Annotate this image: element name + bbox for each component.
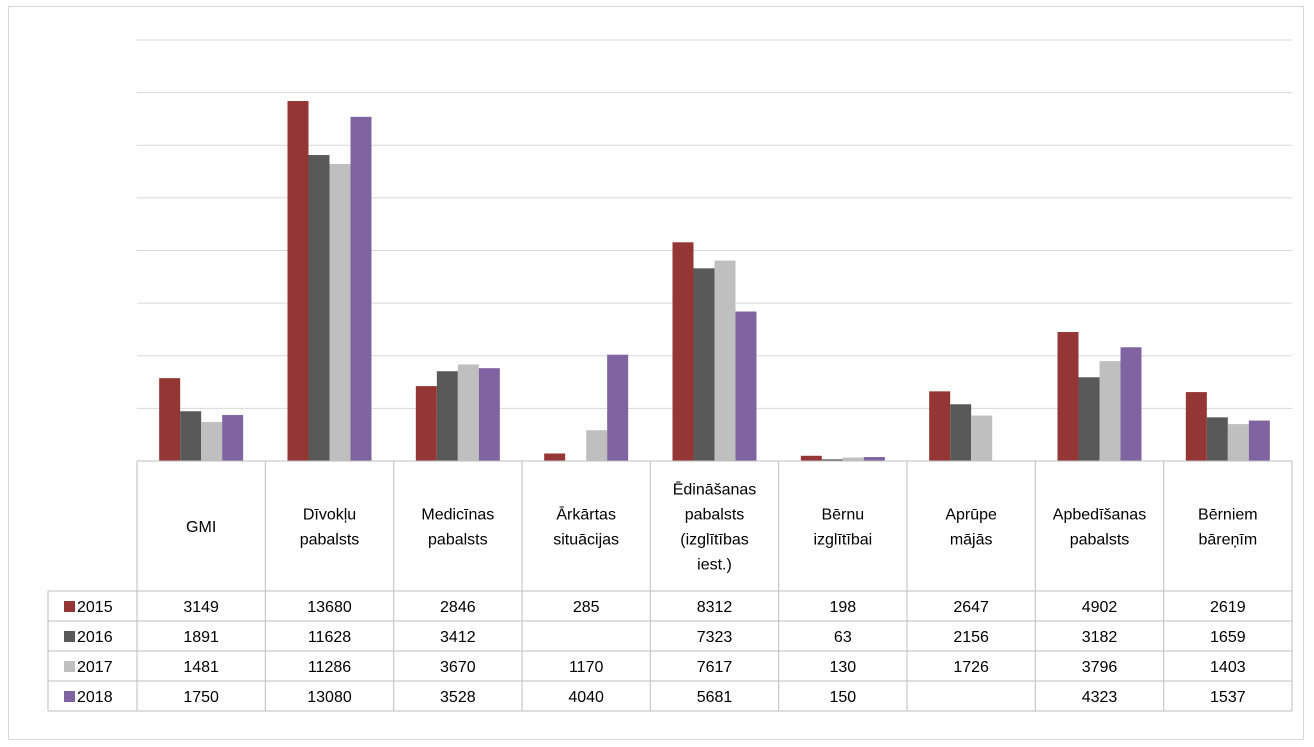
table-cell-value: 2846: [440, 599, 476, 616]
table-cell-value: 13680: [307, 599, 352, 616]
bar-2018-5: [863, 457, 885, 461]
table-cell-value: 63: [834, 629, 852, 646]
bar-2015-7: [1057, 332, 1079, 461]
bar-2016-2: [436, 371, 458, 461]
table-cell-value: 3182: [1082, 629, 1118, 646]
bar-2015-3: [544, 453, 566, 461]
table-cell-value: 11286: [308, 659, 351, 676]
bar-2016-7: [1078, 377, 1100, 461]
bar-2017-2: [457, 364, 479, 461]
table-cell-value: 150: [829, 689, 856, 706]
table-cell-value: 285: [573, 599, 600, 616]
table-cell-value: 11628: [308, 629, 351, 646]
bar-2018-8: [1248, 420, 1270, 461]
category-label: GMI: [186, 519, 216, 536]
bar-2017-1: [329, 164, 351, 462]
legend-key-2017: [64, 661, 75, 672]
bar-2015-8: [1185, 392, 1207, 461]
legend-label: 2017: [77, 659, 113, 676]
table-cell-value: 198: [829, 599, 856, 616]
bars: [159, 101, 1270, 462]
category-label: Dīvokļu pabalsts: [300, 507, 360, 549]
table-cell-value: 4902: [1082, 599, 1118, 616]
table-cell-value: 1750: [183, 689, 219, 706]
bar-2018-2: [478, 368, 500, 461]
table-cell-value: 130: [829, 659, 856, 676]
bar-2017-4: [714, 260, 736, 461]
table-cell-value: 2156: [953, 629, 989, 646]
bar-2018-1: [350, 116, 372, 462]
bar-2017-8: [1227, 424, 1249, 461]
chart-frame: [8, 6, 1304, 740]
legend-label: 2015: [77, 599, 113, 616]
bar-2017-5: [842, 457, 864, 461]
table-cell-value: 1659: [1210, 629, 1246, 646]
table-cell-value: 1537: [1210, 689, 1246, 706]
bar-2016-1: [308, 155, 330, 461]
table-cell-value: 1726: [953, 659, 989, 676]
bar-2018-3: [607, 354, 629, 461]
bar-2017-7: [1099, 361, 1121, 461]
table-cell-value: 3670: [440, 659, 476, 676]
table-cell-value: 13080: [307, 689, 352, 706]
bar-2015-5: [800, 455, 822, 461]
data-table: GMI Dīvokļu pabalsts Medicīnas pabalsts Ārkār…: [47, 460, 1293, 712]
bar-2017-6: [971, 415, 993, 461]
table-cell-value: 5681: [697, 689, 733, 706]
bar-2016-6: [950, 404, 972, 461]
legend-key-2015: [64, 601, 75, 612]
bar-2015-4: [672, 242, 694, 461]
bar-2015-2: [415, 386, 437, 461]
legend-key-2018: [64, 691, 75, 702]
category-label: Medicīnas pabalsts: [421, 507, 494, 549]
table-cell-value: 7617: [697, 659, 733, 676]
table-cell-value: 8312: [697, 599, 733, 616]
bar-2017-0: [201, 422, 223, 461]
table-cell-value: 7323: [697, 629, 733, 646]
table-cell-value: 3149: [183, 599, 219, 616]
table-cell-value: 1481: [183, 659, 219, 676]
table-cell-value: 3528: [440, 689, 476, 706]
bar-2015-0: [159, 378, 181, 461]
table-cell-value: 1170: [569, 659, 604, 676]
category-label: Ēdināšanas pabalsts (izglītības iest.): [673, 481, 757, 574]
table-cell-value: 4040: [568, 689, 604, 706]
table-cell-value: 2647: [953, 599, 989, 616]
bar-2018-0: [222, 414, 244, 461]
category-label: Bērniem bāreņīm: [1198, 507, 1258, 549]
bar-2018-4: [735, 311, 757, 461]
bar-2016-8: [1206, 417, 1228, 461]
category-label: Bērnu izglītībai: [813, 507, 872, 549]
bar-2017-3: [586, 430, 608, 461]
legend-key-2016: [64, 631, 75, 642]
bar-2016-4: [693, 268, 715, 461]
category-label: Ārkārtas situācijas: [553, 506, 619, 549]
category-label: Apbedīšanas pabalsts: [1053, 507, 1146, 549]
table-cell-value: 2619: [1210, 599, 1246, 616]
bar-2015-6: [929, 391, 951, 461]
bar-2015-1: [287, 101, 309, 462]
table-cell-value: 1403: [1210, 659, 1246, 676]
legend-label: 2018: [77, 689, 113, 706]
bar-2016-0: [180, 411, 202, 461]
table-cell-value: 3796: [1082, 659, 1118, 676]
legend-label: 2016: [77, 629, 113, 646]
table-cell-value: 1891: [183, 629, 219, 646]
table-cell-value: 4323: [1082, 689, 1118, 706]
bar-2016-5: [821, 459, 843, 461]
bar-2018-7: [1120, 347, 1142, 461]
table-cell-value: 3412: [440, 629, 476, 646]
category-label: Aprūpe mājās: [945, 507, 997, 549]
